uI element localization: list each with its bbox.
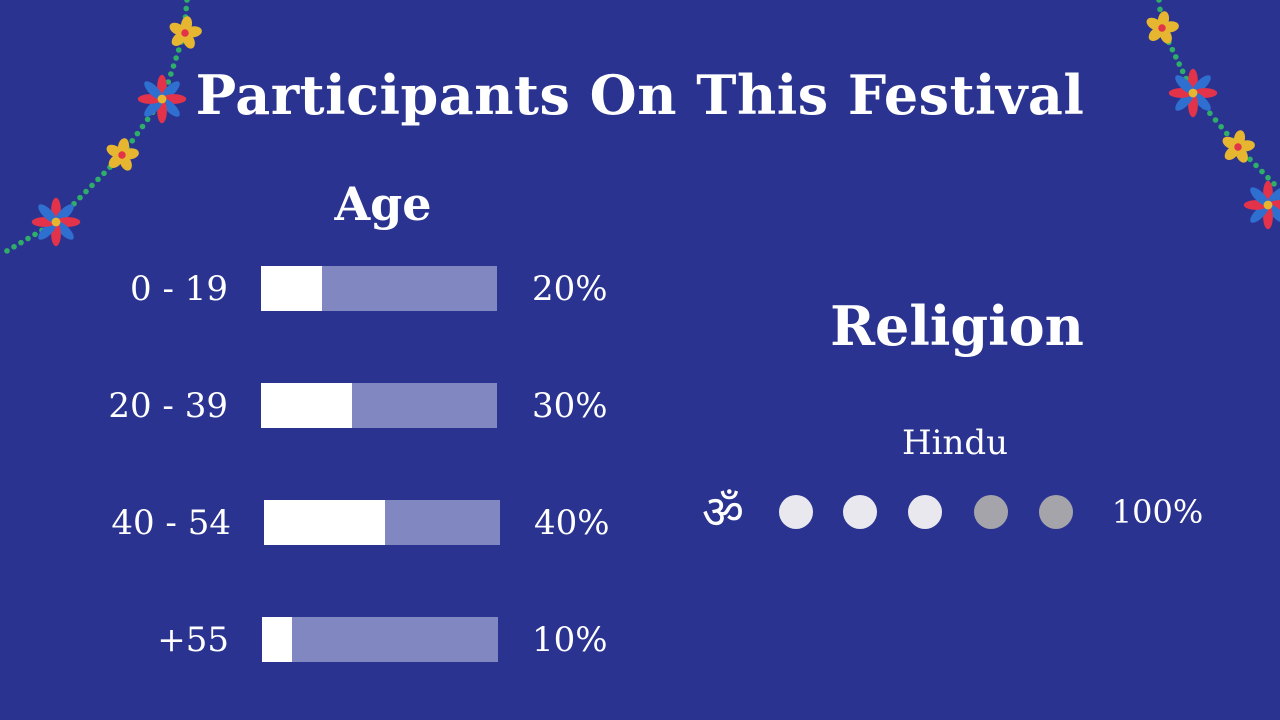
garland-bead	[77, 194, 83, 201]
garland-bead	[1169, 46, 1176, 53]
age-category-label: 40 - 54	[111, 503, 231, 543]
garland-bead	[168, 71, 174, 77]
religion-dot	[779, 495, 813, 529]
garland-bead	[165, 79, 172, 85]
garland-bead	[25, 235, 31, 242]
age-bar	[261, 266, 322, 311]
age-value-label: 20%	[532, 269, 608, 309]
age-row: +55 10%	[0, 617, 1280, 663]
garland-bead	[1157, 6, 1163, 13]
age-value-label: 40%	[534, 503, 610, 543]
garland-bead	[129, 137, 136, 144]
garland-bead	[1271, 181, 1277, 187]
garland-bead	[1218, 123, 1224, 130]
left-floral-garland	[4, 0, 202, 254]
flower-icon	[106, 138, 139, 171]
garland-bead	[170, 63, 177, 69]
age-category-label: 0 - 19	[130, 269, 228, 309]
flower-icon	[1222, 130, 1255, 163]
age-row: 0 - 19 20%	[0, 266, 1280, 312]
age-value-label: 30%	[532, 386, 608, 426]
religion-dot	[908, 495, 942, 529]
age-value-label: 10%	[532, 620, 608, 660]
garland-bead	[144, 116, 151, 123]
garland-bead	[1179, 68, 1186, 75]
garland-bead	[89, 182, 95, 189]
age-row: 20 - 39 30%	[0, 383, 1280, 429]
garland-bead	[1172, 54, 1179, 60]
garland-bead	[173, 55, 179, 61]
om-icon: ॐ	[702, 485, 744, 539]
religion-dot	[843, 495, 877, 529]
garland-bead	[1156, 0, 1162, 3]
age-chart-title: Age	[334, 177, 432, 231]
flower-icon	[1243, 180, 1280, 230]
garland-bead	[11, 243, 17, 250]
garland-bead	[175, 47, 182, 53]
religion-category-label: Hindu	[901, 423, 1009, 463]
garland-bead	[1247, 156, 1253, 163]
religion-chart-title: Religion	[830, 294, 1084, 358]
religion-dot	[1039, 495, 1073, 529]
age-bar-track	[262, 617, 498, 662]
flower-icon	[169, 16, 202, 49]
age-bar-track	[261, 383, 497, 428]
garland-bead	[1223, 130, 1230, 137]
garland-bead	[1207, 110, 1213, 117]
garland-bead	[95, 176, 101, 183]
garland-bead	[184, 0, 190, 3]
flower-icon	[31, 197, 81, 247]
right-floral-garland	[1146, 0, 1280, 230]
age-bar	[264, 500, 385, 545]
age-bar-track	[261, 266, 497, 311]
age-bar	[261, 383, 352, 428]
age-category-label: 20 - 39	[108, 386, 228, 426]
garland-bead	[134, 130, 141, 137]
religion-value-label: 100%	[1111, 493, 1204, 531]
garland-bead	[32, 231, 38, 238]
garland-bead	[183, 5, 190, 12]
age-bar	[262, 617, 292, 662]
garland-bead	[1253, 162, 1259, 169]
garland-bead	[1176, 61, 1183, 67]
religion-dot	[974, 495, 1008, 529]
garland-bead	[101, 170, 107, 177]
garland-bead	[1259, 168, 1265, 175]
age-category-label: +55	[157, 620, 229, 660]
garland-bead	[139, 123, 146, 130]
garland-bead	[4, 248, 10, 254]
flower-icon	[1146, 11, 1179, 44]
age-bar-track	[264, 500, 500, 545]
flower-icon	[1168, 68, 1218, 118]
flower-icon	[137, 74, 187, 124]
garland-bead	[1212, 117, 1219, 123]
garland-bead	[83, 188, 89, 195]
age-row: 40 - 54 40%	[0, 500, 1280, 546]
page-title: Participants On This Festival	[195, 63, 1085, 127]
garland-bead	[18, 239, 24, 246]
garland-bead	[1265, 174, 1271, 181]
